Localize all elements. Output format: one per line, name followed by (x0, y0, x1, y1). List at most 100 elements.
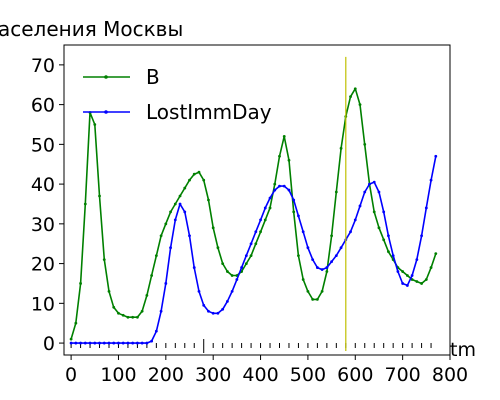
legend-label: LostImmDay (146, 100, 272, 124)
x-tick-label: 0 (65, 364, 77, 386)
data-point (259, 218, 262, 222)
data-point (268, 196, 272, 200)
data-point (244, 254, 248, 258)
data-point (93, 123, 97, 126)
data-point (372, 180, 376, 184)
data-point (415, 280, 419, 283)
data-point (287, 188, 291, 192)
data-point (396, 270, 400, 273)
y-tick-label: 70 (31, 55, 55, 77)
data-point (69, 337, 73, 341)
data-point (240, 266, 244, 269)
data-point (164, 222, 168, 226)
data-point (401, 282, 405, 285)
data-point (117, 341, 120, 345)
data-point (145, 293, 149, 297)
y-tick-label: 0 (43, 333, 55, 355)
data-point (150, 274, 154, 277)
data-point (83, 341, 87, 345)
data-point (121, 313, 125, 317)
plot-area (63, 44, 451, 356)
data-point (415, 258, 419, 262)
data-point (292, 210, 296, 214)
x-tick-label: 500 (290, 364, 326, 386)
data-point (330, 234, 333, 238)
data-point (377, 226, 381, 230)
data-point (358, 103, 362, 107)
data-point (330, 260, 333, 264)
data-point (263, 206, 267, 210)
data-point (126, 315, 130, 319)
data-point (320, 290, 324, 293)
x-tick-label: 300 (195, 364, 231, 386)
data-point (88, 341, 92, 345)
data-point (297, 254, 300, 258)
data-point (207, 309, 210, 313)
data-point (282, 135, 286, 138)
y-tick-label: 20 (31, 254, 55, 276)
data-point (154, 329, 158, 333)
x-tick-label: 600 (337, 364, 373, 386)
data-point (140, 309, 144, 313)
data-point (192, 172, 196, 176)
data-point (301, 278, 305, 281)
data-point (178, 202, 182, 206)
data-point (325, 266, 329, 269)
data-point (405, 284, 409, 287)
data-point (230, 274, 234, 277)
data-point (235, 278, 239, 281)
data-point (202, 303, 206, 307)
data-point (202, 178, 206, 182)
data-point (420, 282, 423, 285)
chart-title: аселения Москвы (0, 17, 183, 41)
data-point (282, 184, 286, 188)
data-point (306, 290, 310, 293)
data-point (98, 194, 101, 198)
data-point (254, 242, 258, 246)
data-point (183, 210, 187, 214)
data-point (353, 218, 357, 222)
data-point (79, 341, 82, 345)
data-point (306, 246, 310, 250)
data-point (136, 341, 139, 345)
data-point (424, 206, 428, 210)
data-point (159, 234, 163, 238)
data-point (131, 315, 135, 319)
data-point (339, 146, 343, 150)
data-point (339, 246, 343, 250)
legend: B LostImmDay (83, 65, 272, 124)
data-point (244, 262, 248, 265)
data-point (382, 238, 386, 242)
data-point (98, 341, 101, 345)
data-point (320, 268, 324, 271)
data-point (391, 254, 395, 258)
data-point (126, 341, 130, 345)
data-point (221, 262, 225, 265)
data-point (117, 311, 120, 315)
data-point (273, 188, 277, 192)
data-point (121, 341, 125, 345)
data-point (334, 190, 338, 194)
data-point (225, 299, 229, 303)
x-tick-label: 800 (432, 364, 468, 386)
data-point (192, 266, 196, 269)
data-point (136, 315, 139, 319)
data-point (102, 258, 106, 262)
x-tick-label: 100 (100, 364, 136, 386)
data-point (334, 254, 338, 258)
data-point (164, 282, 168, 285)
data-point (273, 182, 277, 186)
data-point (183, 186, 187, 190)
data-point (188, 178, 191, 182)
data-point (401, 270, 405, 273)
y-tick-label: 60 (31, 95, 55, 117)
data-point (230, 290, 234, 293)
y-tick-label: 10 (31, 293, 55, 315)
data-point (358, 204, 362, 208)
x-tick-label: 400 (242, 364, 278, 386)
data-point (429, 178, 433, 182)
data-point (429, 266, 433, 269)
x-axis-label: tm (450, 339, 476, 361)
series-line (70, 87, 437, 340)
data-point (287, 158, 291, 162)
